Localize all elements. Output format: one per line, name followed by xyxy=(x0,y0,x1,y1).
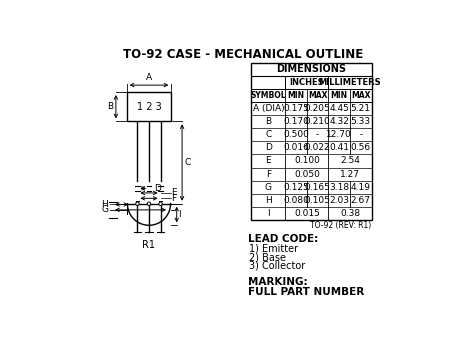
Text: R1: R1 xyxy=(143,240,155,250)
Text: 0.41: 0.41 xyxy=(329,143,349,152)
Text: LEAD CODE:: LEAD CODE: xyxy=(247,234,318,244)
Text: MILLIMETERS: MILLIMETERS xyxy=(319,78,381,87)
Text: 0.205: 0.205 xyxy=(305,104,330,113)
Text: F: F xyxy=(171,194,176,203)
Text: I: I xyxy=(267,209,270,218)
Text: 1) Emitter: 1) Emitter xyxy=(249,244,298,254)
Text: 0.016: 0.016 xyxy=(283,143,309,152)
Text: 0.175: 0.175 xyxy=(283,104,309,113)
Circle shape xyxy=(159,202,162,205)
Text: 0.38: 0.38 xyxy=(340,209,360,218)
Text: SYMBOL: SYMBOL xyxy=(251,91,286,100)
Text: H: H xyxy=(265,196,272,205)
Text: -: - xyxy=(316,130,319,139)
Text: A: A xyxy=(146,73,152,82)
Bar xyxy=(127,92,171,121)
Text: 0.100: 0.100 xyxy=(294,156,320,166)
Text: 3) Collector: 3) Collector xyxy=(249,261,305,271)
Text: D: D xyxy=(155,184,161,193)
Text: C: C xyxy=(184,158,191,167)
Text: D: D xyxy=(265,143,272,152)
Text: 0.015: 0.015 xyxy=(294,209,320,218)
Text: TO-92 (REV: R1): TO-92 (REV: R1) xyxy=(310,221,372,231)
Text: 5.33: 5.33 xyxy=(351,117,371,126)
Text: 0.105: 0.105 xyxy=(305,196,330,205)
Text: DIMENSIONS: DIMENSIONS xyxy=(276,64,346,74)
Text: 0.500: 0.500 xyxy=(283,130,309,139)
Text: MAX: MAX xyxy=(308,91,328,100)
Text: TO-92 CASE - MECHANICAL OUTLINE: TO-92 CASE - MECHANICAL OUTLINE xyxy=(123,48,363,61)
Text: 2.03: 2.03 xyxy=(329,196,349,205)
Text: 12.70: 12.70 xyxy=(326,130,352,139)
Bar xyxy=(251,63,372,220)
Text: C: C xyxy=(265,130,272,139)
Circle shape xyxy=(136,202,139,205)
Text: H: H xyxy=(101,200,108,209)
Text: MIN: MIN xyxy=(288,91,305,100)
Text: B: B xyxy=(108,102,114,111)
Text: 0.170: 0.170 xyxy=(283,117,309,126)
Text: G: G xyxy=(101,205,108,215)
Text: 4.32: 4.32 xyxy=(329,117,349,126)
Text: MAX: MAX xyxy=(351,91,371,100)
Text: 2.54: 2.54 xyxy=(340,156,360,166)
Text: 0.165: 0.165 xyxy=(305,183,330,192)
Text: MIN: MIN xyxy=(330,91,348,100)
Text: 0.56: 0.56 xyxy=(351,143,371,152)
Text: 0.050: 0.050 xyxy=(294,170,320,179)
Text: E: E xyxy=(265,156,271,166)
Text: 0.210: 0.210 xyxy=(305,117,330,126)
Text: 4.19: 4.19 xyxy=(351,183,371,192)
Text: 5.21: 5.21 xyxy=(351,104,371,113)
Text: MARKING:: MARKING: xyxy=(247,277,307,287)
Text: 0.125: 0.125 xyxy=(283,183,309,192)
Text: INCHES: INCHES xyxy=(290,78,324,87)
Circle shape xyxy=(147,202,151,205)
Text: 2.67: 2.67 xyxy=(351,196,371,205)
Text: I: I xyxy=(178,210,181,219)
Text: 3.18: 3.18 xyxy=(329,183,349,192)
Text: -: - xyxy=(359,130,362,139)
Text: 0.080: 0.080 xyxy=(283,196,309,205)
Text: 1 2 3: 1 2 3 xyxy=(137,102,161,112)
Text: E: E xyxy=(171,188,177,197)
Text: A (DIA): A (DIA) xyxy=(253,104,284,113)
Text: B: B xyxy=(265,117,272,126)
Text: F: F xyxy=(266,170,271,179)
Text: G: G xyxy=(265,183,272,192)
Text: FULL PART NUMBER: FULL PART NUMBER xyxy=(247,287,364,297)
Text: 4.45: 4.45 xyxy=(329,104,349,113)
Text: 0.022: 0.022 xyxy=(305,143,330,152)
Text: 2) Base: 2) Base xyxy=(249,252,286,262)
Text: 1.27: 1.27 xyxy=(340,170,360,179)
